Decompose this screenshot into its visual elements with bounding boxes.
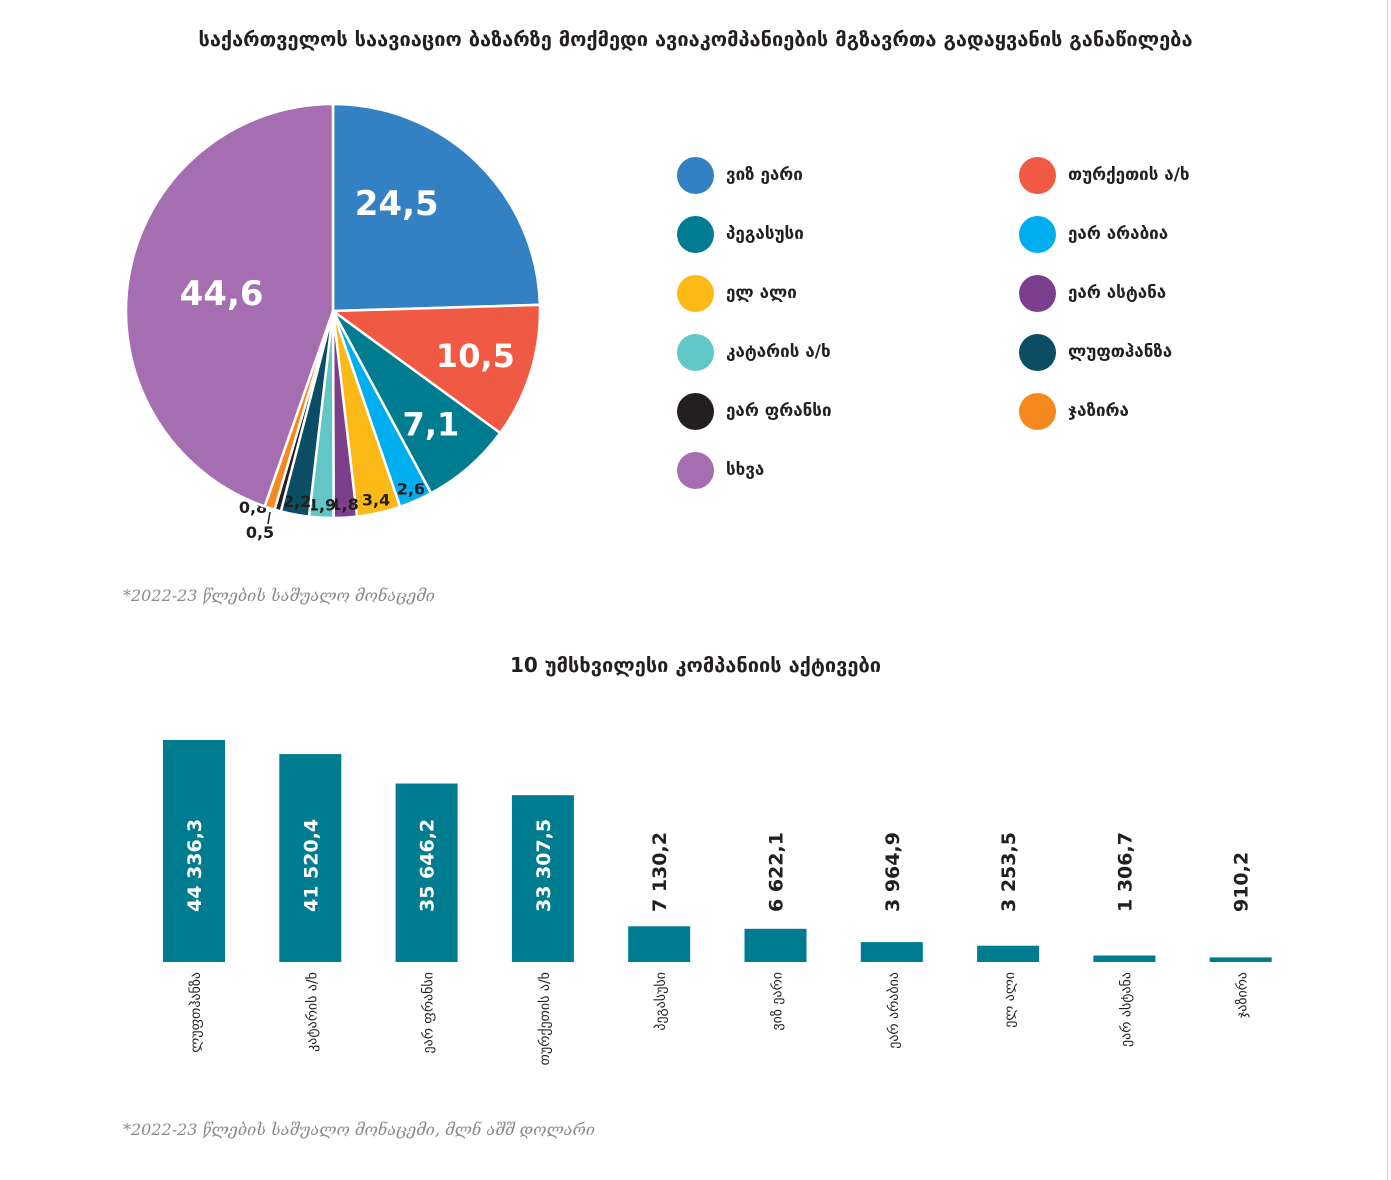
legend-label: კატარის ა/ხ (726, 342, 831, 362)
legend-item-item-7: კატარის ა/ხ (677, 333, 831, 371)
legend-label: ეარ ფრანსი (726, 401, 832, 421)
bar-category-label-item-4: თურქეთის ა/ხ (536, 972, 553, 1065)
bar-item-10 (1209, 957, 1272, 962)
bar-item-2 (279, 754, 342, 962)
bar-category-label-item-6: ვიზ ეარი (769, 972, 786, 1031)
pie-slice-item-11 (124, 102, 335, 508)
bar-category-label-item-2: კატარის ა/ხ (303, 972, 320, 1052)
bar-item-5 (628, 926, 691, 962)
bar-value-label-item-8: 3 253,5 (998, 832, 1020, 912)
pie-slice-item-1 (331, 102, 542, 313)
legend-item-item-1: ვიზ ეარი (677, 156, 803, 194)
bar-value-label-item-5: 7 130,2 (649, 832, 671, 912)
pie-value-label-item-1: 24,5 (355, 184, 439, 224)
legend-swatch (677, 451, 714, 489)
page-edge-rule (1387, 0, 1388, 1180)
legend-label: ელ ალი (726, 283, 797, 303)
pie-value-label-item-2: 10,5 (436, 337, 515, 375)
bar-chart-note: *2022-23 წლების საშუალო მონაცემი, მლნ აშ… (123, 1120, 595, 1139)
legend-swatch (1019, 215, 1056, 253)
pie-value-label-item-8: 2,2 (283, 492, 311, 511)
bar-category-label-item-7: ეარ არაბია (885, 972, 902, 1049)
legend-label: ლუფთჰანზა (1068, 342, 1173, 362)
legend-label: ეარ ასტანა (1068, 283, 1167, 303)
bar-value-label-item-6: 6 622,1 (766, 832, 788, 912)
legend-swatch (677, 215, 714, 253)
legend-label: თურქეთის ა/ხ (1068, 165, 1190, 185)
legend-label: ჯაზირა (1068, 401, 1129, 421)
legend-swatch (677, 333, 714, 371)
bar-value-label-item-10: 910,2 (1231, 852, 1253, 912)
legend-swatch (1019, 274, 1056, 312)
bar-category-label-item-1: ლუფთჰანზა (188, 972, 204, 1053)
bar-category-label-item-5: პეგასუსი (653, 972, 669, 1031)
legend-item-item-9: ეარ ფრანსი (677, 392, 832, 430)
pie-value-label-item-11: 44,6 (180, 274, 264, 314)
pie-value-label-item-3: 7,1 (403, 405, 460, 443)
pie-value-label-item-6: 1,8 (330, 495, 358, 514)
legend-item-item-8: ლუფთჰანზა (1019, 333, 1172, 371)
bar-item-6 (744, 928, 807, 962)
bar-value-label-item-2: 41 520,4 (300, 819, 322, 912)
legend-item-item-2: თურქეთის ა/ხ (1019, 156, 1190, 194)
legend-swatch (1019, 392, 1056, 430)
pie-chart: 24,510,57,12,63,41,81,92,20,50,844,6 (124, 102, 542, 542)
bar-category-label-item-9: ეარ ასტანა (1117, 972, 1134, 1047)
pie-value-label-item-4: 2,6 (397, 479, 425, 498)
legend-item-item-5: ელ ალი (677, 274, 797, 312)
legend-label: ეარ არაბია (1068, 224, 1169, 244)
legend-swatch (677, 274, 714, 312)
pie-value-label-item-9: 0,5 (246, 523, 274, 542)
legend-swatch (1019, 156, 1056, 194)
bar-chart-title: 10 უმსხვილესი კომპანიის აქტივები (509, 653, 882, 677)
pie-chart-title: საქართველოს საავიაციო ბაზარზე მოქმედი ავ… (198, 27, 1193, 51)
legend-swatch (677, 392, 714, 430)
bar-value-label-item-7: 3 964,9 (882, 832, 904, 912)
pie-leader-line (267, 511, 271, 525)
bar-chart: 44 336,3 ლუფთჰანზა 41 520,4 კატარის ა/ხ 35 6… (163, 740, 1272, 1065)
bar-item-4 (511, 795, 574, 962)
legend-label: სხვა (726, 460, 765, 480)
legend-swatch (1019, 333, 1056, 371)
pie-value-label-item-7: 1,9 (308, 495, 336, 514)
bar-item-8 (977, 945, 1040, 962)
legend-item-item-11: სხვა (677, 451, 764, 489)
bar-value-label-item-9: 1 306,7 (1114, 832, 1136, 912)
legend-label: ვიზ ეარი (726, 165, 803, 185)
legend-item-item-3: პეგასუსი (677, 215, 804, 253)
pie-slice-item-2 (329, 303, 542, 435)
bar-category-label-item-10: ჯაზირა (1234, 972, 1251, 1018)
bar-value-label-item-1: 44 336,3 (184, 819, 206, 912)
bar-value-label-item-3: 35 646,2 (417, 819, 439, 912)
pie-value-label-item-5: 3,4 (362, 491, 390, 510)
bar-item-1 (163, 740, 225, 962)
legend-label: პეგასუსი (726, 224, 804, 244)
bar-item-3 (395, 783, 458, 962)
legend-item-item-6: ეარ ასტანა (1019, 274, 1166, 312)
bar-item-9 (1093, 955, 1156, 962)
bar-value-label-item-4: 33 307,5 (533, 819, 555, 912)
legend-item-item-10: ჯაზირა (1019, 392, 1129, 430)
bar-item-7 (860, 942, 923, 962)
bar-category-label-item-3: ეარ ფრანსი (420, 972, 437, 1054)
legend-item-item-4: ეარ არაბია (1019, 215, 1168, 253)
legend-swatch (677, 156, 714, 194)
bar-category-label-item-8: ელ ალი (1002, 972, 1018, 1028)
pie-chart-note: *2022-23 წლების საშუალო მონაცემი (123, 586, 435, 605)
